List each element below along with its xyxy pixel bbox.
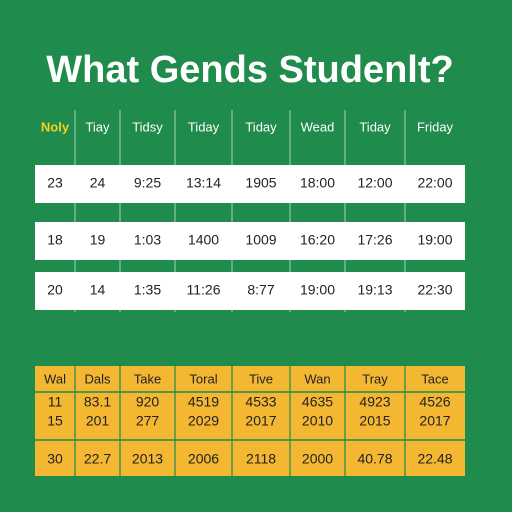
cell: 4519 — [188, 394, 219, 410]
cell: 1:03 — [134, 232, 161, 248]
header-cell: Wead — [301, 119, 335, 134]
header-cell: Friday — [417, 119, 454, 134]
cell: 19:00 — [300, 282, 335, 298]
row-box — [35, 272, 465, 310]
cell: 2013 — [132, 451, 163, 467]
cell: 15 — [47, 413, 63, 429]
cell: 19:13 — [357, 282, 392, 298]
cell: 22.7 — [84, 451, 111, 467]
cell: 18 — [47, 232, 63, 248]
header-cell: Tray — [362, 371, 388, 386]
cell: 24 — [90, 175, 106, 191]
cell: 2006 — [188, 451, 219, 467]
row-box — [35, 222, 465, 260]
header-cell: Dals — [84, 371, 111, 386]
header-cell: Wal — [44, 371, 66, 386]
cell: 19:00 — [417, 232, 452, 248]
header-cell: Tiday — [245, 119, 277, 134]
cell: 14 — [90, 282, 106, 298]
cell: 1009 — [245, 232, 276, 248]
cell: 2010 — [302, 413, 333, 429]
cell: 1905 — [245, 175, 276, 191]
cell: 18:00 — [300, 175, 335, 191]
cell: 2017 — [419, 413, 450, 429]
cell: 23 — [47, 175, 63, 191]
cell: 1400 — [188, 232, 219, 248]
cell: 22.48 — [417, 451, 452, 467]
cell: 4635 — [302, 394, 333, 410]
cell: 30 — [47, 451, 63, 467]
cell: 19 — [90, 232, 106, 248]
cell: 22:30 — [417, 282, 452, 298]
cell: 13:14 — [186, 175, 221, 191]
cell: 11 — [48, 394, 63, 410]
cell: 16:20 — [300, 232, 335, 248]
cell: 201 — [86, 413, 110, 429]
header-cell: Tace — [421, 371, 448, 386]
cell: 277 — [136, 413, 160, 429]
cell: 17:26 — [357, 232, 392, 248]
cell: 2015 — [359, 413, 390, 429]
header-cell: Tiay — [85, 119, 110, 134]
cell: 4923 — [359, 394, 390, 410]
cell: 4533 — [245, 394, 276, 410]
cell: 12:00 — [357, 175, 392, 191]
cell: 2118 — [246, 451, 276, 467]
cell: 4526 — [419, 394, 450, 410]
table2-box — [35, 366, 465, 476]
title: What Gends Studenlt? — [46, 49, 453, 91]
header-cell: Tive — [249, 371, 273, 386]
cell: 920 — [136, 394, 160, 410]
cell: 2017 — [245, 413, 276, 429]
cell: 83.1 — [84, 394, 111, 410]
header-cell: Take — [134, 371, 161, 386]
cell: 8:77 — [247, 282, 274, 298]
cell: 22:00 — [417, 175, 452, 191]
header-cell: Tidsy — [132, 119, 163, 134]
header-cell: Noly — [41, 119, 70, 134]
cell: 40.78 — [357, 451, 392, 467]
cell: 20 — [47, 282, 63, 298]
row-box — [35, 165, 465, 203]
cell: 1:35 — [134, 282, 161, 298]
header-cell: Tiday — [359, 119, 391, 134]
cell: 2000 — [302, 451, 333, 467]
cell: 11:26 — [187, 282, 221, 298]
cell: 2029 — [188, 413, 219, 429]
cell: 9:25 — [134, 175, 161, 191]
header-cell: Toral — [189, 371, 217, 386]
header-cell: Tiday — [188, 119, 220, 134]
header-cell: Wan — [304, 371, 330, 386]
